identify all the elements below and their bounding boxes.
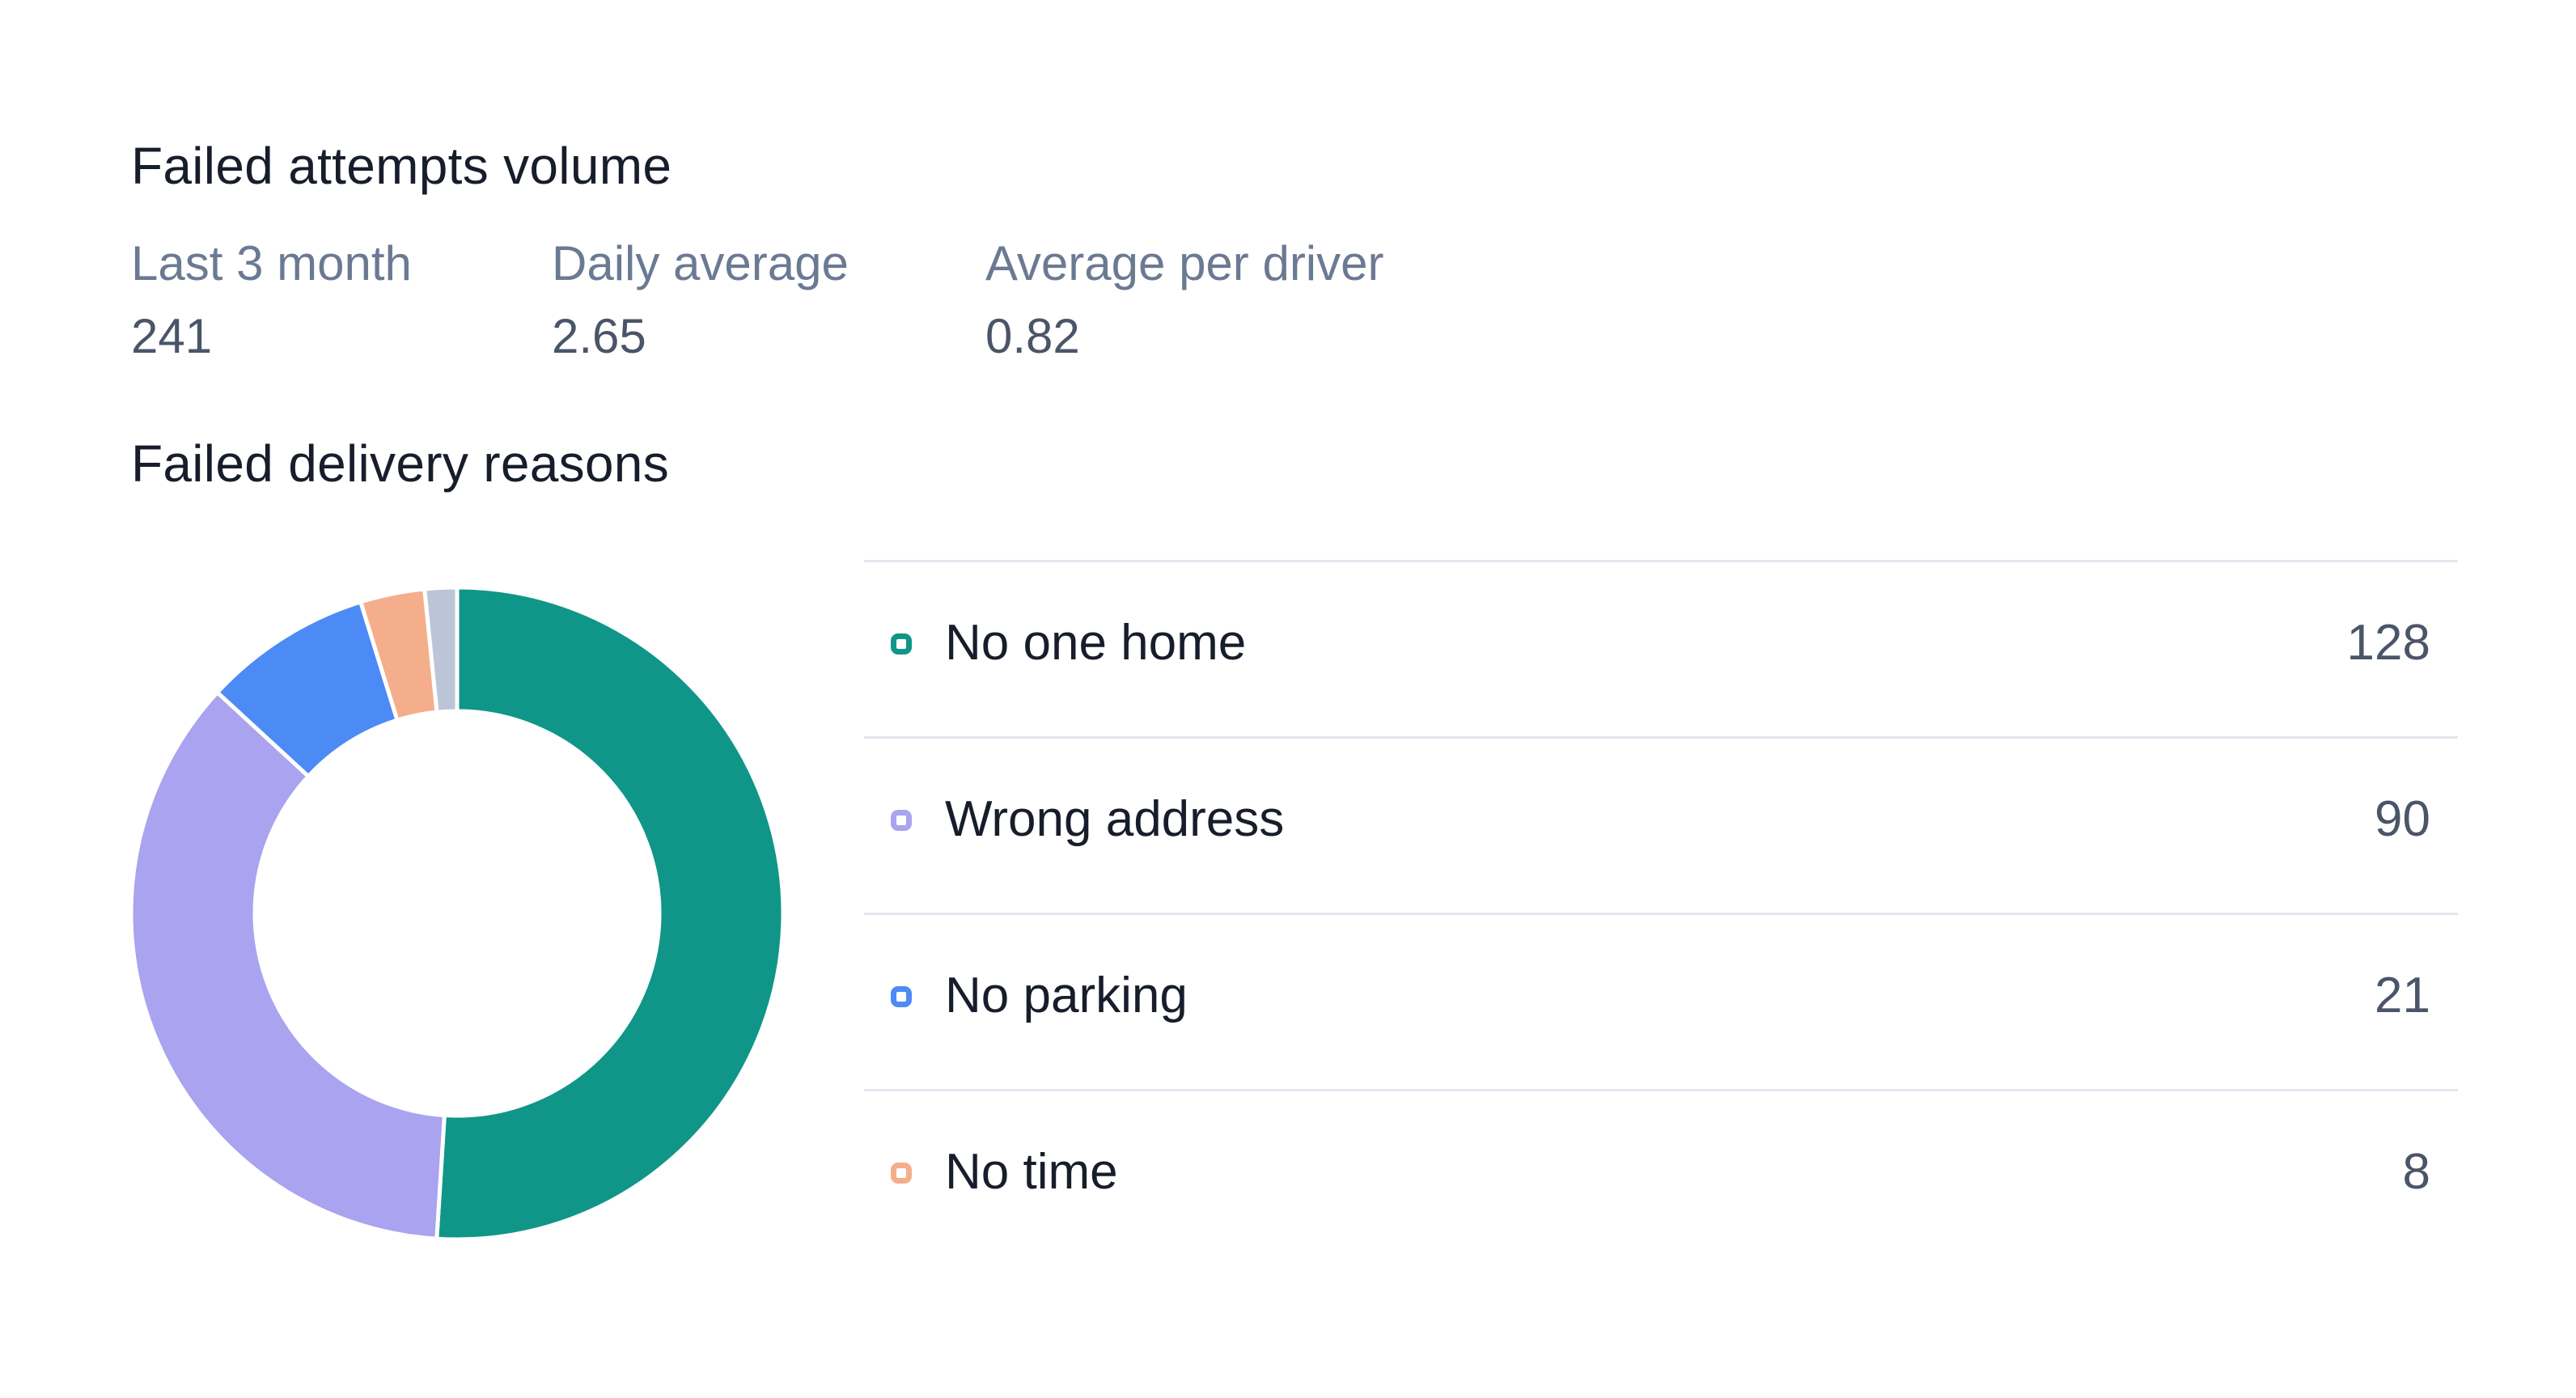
failed-attempts-volume-title: Failed attempts volume [131, 137, 672, 195]
stat-last-3-month: Last 3 month 241 [131, 233, 412, 367]
stat-average-per-driver: Average per driver 0.82 [985, 233, 1383, 367]
legend-swatch-icon [891, 1163, 912, 1184]
donut-slice-no-one-home[interactable] [434, 586, 785, 1241]
legend-swatch-icon [891, 633, 912, 655]
legend-row-no-one-home[interactable]: No one home 128 [864, 562, 2458, 739]
legend-label: No one home [945, 615, 1247, 671]
legend-value: 21 [2375, 968, 2430, 1023]
stat-value: 2.65 [552, 309, 646, 363]
legend-label: Wrong address [945, 791, 1285, 847]
legend-value: 8 [2402, 1144, 2430, 1200]
stat-value: 241 [131, 309, 213, 363]
donut-slice-other[interactable] [422, 586, 460, 714]
stat-label: Daily average [552, 236, 849, 290]
reasons-legend: No one home 128 Wrong address 90 No park… [864, 560, 2458, 1268]
legend-label: No parking [945, 968, 1188, 1023]
donut-slice-wrong-address[interactable] [129, 690, 447, 1241]
legend-row-no-time[interactable]: No time 8 [864, 1091, 2458, 1268]
legend-label: No time [945, 1144, 1118, 1200]
stat-daily-average: Daily average 2.65 [552, 233, 849, 367]
stat-value: 0.82 [985, 309, 1080, 363]
legend-value: 128 [2346, 615, 2430, 671]
legend-row-no-parking[interactable]: No parking 21 [864, 915, 2458, 1091]
donut-chart [129, 586, 785, 1241]
legend-swatch-icon [891, 986, 912, 1007]
stat-label: Average per driver [985, 236, 1384, 290]
legend-row-wrong-address[interactable]: Wrong address 90 [864, 739, 2458, 915]
stat-label: Last 3 month [131, 236, 412, 290]
donut-chart-svg [129, 586, 785, 1241]
failed-delivery-reasons-title: Failed delivery reasons [131, 434, 669, 493]
legend-swatch-icon [891, 810, 912, 831]
legend-value: 90 [2375, 791, 2430, 847]
